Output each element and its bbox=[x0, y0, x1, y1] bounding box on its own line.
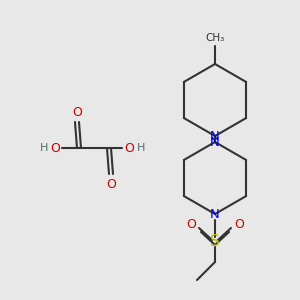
Text: O: O bbox=[72, 106, 82, 118]
Text: S: S bbox=[210, 235, 220, 250]
Text: H: H bbox=[137, 143, 145, 153]
Text: N: N bbox=[210, 136, 220, 148]
Text: O: O bbox=[50, 142, 60, 154]
Text: H: H bbox=[40, 143, 48, 153]
Text: O: O bbox=[106, 178, 116, 190]
Text: CH₃: CH₃ bbox=[206, 33, 225, 43]
Text: N: N bbox=[210, 208, 220, 220]
Text: N: N bbox=[210, 130, 220, 142]
Text: O: O bbox=[124, 142, 134, 154]
Text: O: O bbox=[234, 218, 244, 230]
Text: O: O bbox=[186, 218, 196, 230]
